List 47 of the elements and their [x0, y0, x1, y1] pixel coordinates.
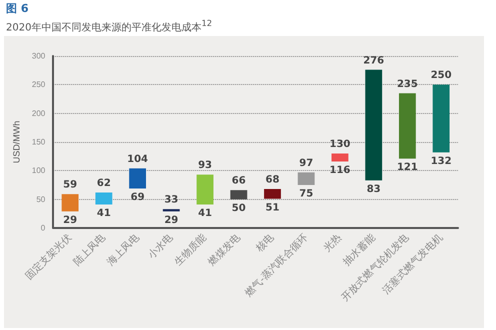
y-tick-label: 200 — [32, 108, 46, 118]
bar — [230, 190, 248, 200]
annotation: 62 — [96, 178, 111, 189]
y-tick-label: 100 — [32, 166, 46, 176]
y-tick-label: 0 — [40, 224, 46, 232]
annotation: 97 — [299, 158, 314, 169]
annotation: 235 — [396, 78, 418, 90]
annotation: 250 — [430, 70, 452, 82]
annotation: 41 — [198, 208, 212, 219]
x-tick-label: 核电 — [253, 231, 276, 255]
bar — [332, 153, 348, 162]
bar — [62, 194, 79, 212]
annotation: 116 — [330, 164, 350, 176]
annotation: 75 — [299, 188, 314, 200]
x-tick-label: 光热 — [321, 231, 344, 254]
annotation: 33 — [164, 194, 178, 206]
annotation: 132 — [430, 156, 452, 167]
chart-title: 图 6 — [6, 2, 30, 16]
annotation: 41 — [96, 208, 111, 219]
annotation: 68 — [266, 174, 280, 186]
bar — [298, 172, 315, 185]
annotation: 130 — [330, 138, 350, 150]
y-axis-title: USD/MWh — [12, 120, 22, 164]
annotation: 66 — [232, 176, 246, 187]
y-tick-label: 150 — [32, 138, 46, 146]
y-tick-label: 250 — [32, 80, 46, 90]
annotation: 83 — [366, 184, 381, 195]
annotation: 50 — [232, 202, 246, 214]
bar — [95, 192, 112, 204]
bar — [365, 70, 382, 180]
annotation: 51 — [266, 202, 280, 214]
annotation: 69 — [130, 192, 145, 203]
annotation: 104 — [127, 154, 148, 165]
annotation: 29 — [63, 214, 78, 226]
y-tick-label: 300 — [32, 52, 46, 60]
bar — [196, 174, 214, 204]
bar — [264, 189, 281, 199]
bar — [432, 84, 450, 152]
bar — [398, 93, 416, 159]
annotation: 276 — [363, 55, 384, 66]
annotation: 29 — [164, 214, 178, 226]
annotation: 59 — [63, 180, 78, 191]
y-tick-label: 50 — [36, 194, 46, 204]
annotation: 93 — [198, 160, 212, 172]
chart-subtitle: 2020年中国不同发电来源的平准化发电成本$^{12}$ — [6, 17, 212, 36]
bar — [129, 168, 146, 188]
annotation: 121 — [396, 162, 418, 174]
